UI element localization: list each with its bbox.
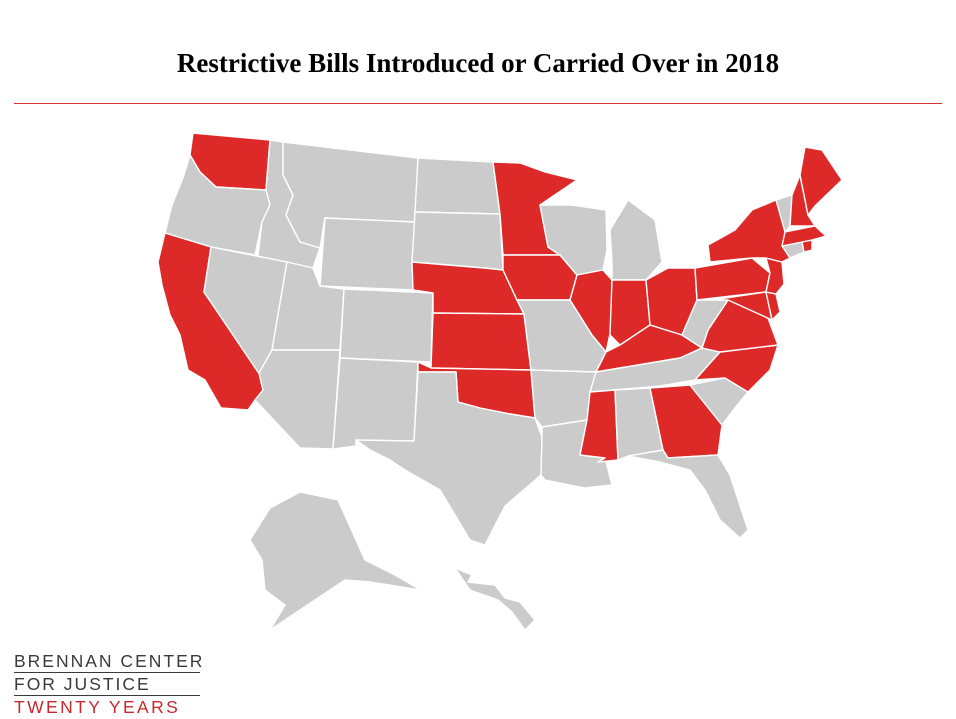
logo-rule	[14, 695, 200, 696]
state-florida	[627, 449, 749, 539]
title-divider	[14, 103, 942, 104]
state-maine	[799, 146, 843, 216]
state-illinois	[569, 269, 613, 353]
brennan-center-logo: BRENNAN CENTER FOR JUSTICE TWENTY YEARS	[14, 651, 202, 718]
state-new-jersey	[765, 257, 785, 295]
state-new-mexico	[332, 357, 419, 450]
state-kansas	[430, 312, 532, 371]
logo-line-3: TWENTY YEARS	[14, 697, 181, 717]
state-maryland	[711, 291, 773, 321]
state-wyoming	[319, 217, 416, 291]
state-hawaii	[454, 567, 536, 631]
state-south-dakota	[411, 211, 504, 271]
state-mississippi	[579, 389, 619, 463]
state-new-hampshire	[789, 174, 816, 227]
state-alaska	[249, 491, 439, 631]
state-oregon	[164, 154, 271, 256]
logo-line-2: FOR JUSTICE	[14, 674, 151, 694]
logo-rule	[14, 672, 200, 673]
logo-line-1: BRENNAN CENTER	[14, 651, 205, 671]
state-new-york	[707, 199, 791, 263]
state-north-dakota	[414, 157, 501, 215]
state-arkansas	[530, 369, 597, 428]
state-colorado	[339, 288, 434, 363]
state-michigan	[609, 199, 663, 281]
state-arizona	[254, 349, 341, 450]
state-south-carolina	[689, 377, 749, 426]
chart-title: Restrictive Bills Introduced or Carried …	[176, 48, 780, 78]
